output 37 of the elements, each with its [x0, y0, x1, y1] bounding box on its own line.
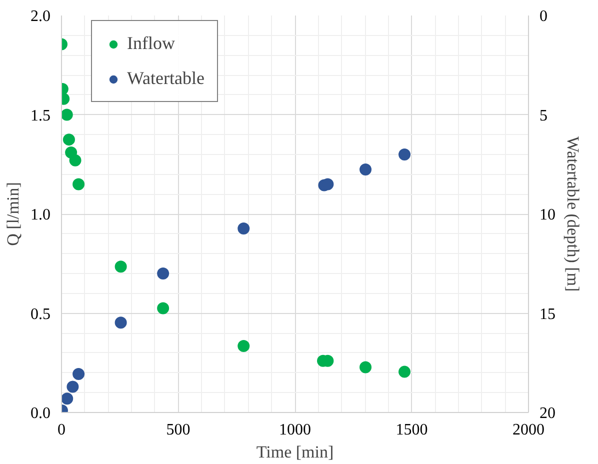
point — [69, 154, 82, 166]
x-tick-label: 500 — [166, 422, 190, 438]
y-axis-title: Q [l/min] — [4, 182, 22, 246]
point — [62, 108, 73, 121]
x-tick-label: 2000 — [512, 422, 544, 438]
point — [398, 366, 411, 378]
y-tick-label: 0.5 — [30, 306, 50, 323]
point — [62, 134, 75, 146]
x-tick-label: 1000 — [279, 422, 311, 438]
y2-tick-label: 5 — [540, 107, 548, 124]
point — [62, 392, 74, 405]
y-tick-label: 1.5 — [30, 107, 50, 124]
point — [238, 340, 250, 352]
y2-axis-title: Watertable (depth) [m] — [564, 136, 582, 292]
y-tick-label: 1.0 — [30, 206, 50, 224]
y-tick-label: 0.0 — [30, 405, 50, 422]
point — [66, 380, 79, 393]
y2-tick-label: 15 — [540, 306, 556, 323]
x-tick-label: 1500 — [396, 422, 428, 438]
x-tick-label: 0 — [58, 422, 66, 438]
point — [72, 368, 85, 380]
x-axis-title: Time [min] — [256, 442, 334, 462]
point — [360, 361, 372, 374]
y2-tick-label: 20 — [540, 405, 556, 422]
y-tick-label: 2.0 — [30, 8, 50, 25]
point — [114, 260, 127, 273]
y2-tick-label: 0 — [540, 8, 548, 25]
legend-label: Watertable — [127, 68, 205, 89]
point — [72, 178, 85, 190]
legend-label: Inflow — [127, 33, 175, 54]
point — [360, 164, 372, 176]
point — [157, 268, 170, 280]
point — [114, 316, 127, 329]
y2-tick-label: 10 — [540, 206, 556, 224]
point — [157, 302, 170, 314]
point — [398, 148, 411, 160]
point — [238, 222, 250, 234]
